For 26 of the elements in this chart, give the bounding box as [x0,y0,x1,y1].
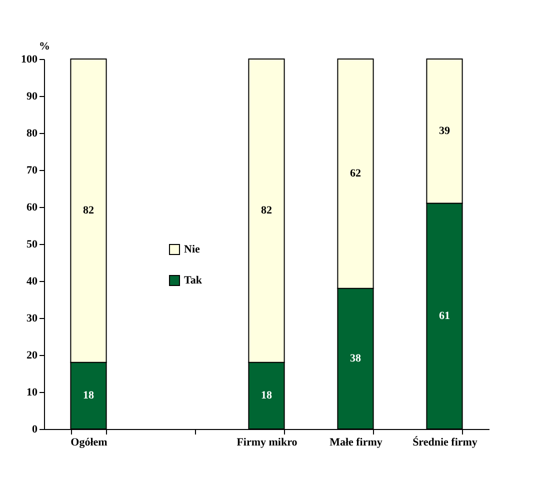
x-tick-label: Firmy mikro [236,436,298,448]
y-tick-label: 0 [32,424,38,436]
x-tick-label: Ogółem [70,436,108,448]
y-tick-label: 90 [26,90,38,102]
y-tick-label: 50 [26,238,38,250]
y-tick-label: 100 [21,54,38,66]
x-tick-label: Małe firmy [330,436,383,448]
data-label: 62 [350,168,362,180]
y-axis-title: % [39,40,50,52]
data-label: 61 [439,310,450,322]
data-label: 18 [83,390,94,402]
y-tick-label: 70 [26,164,38,176]
x-tick-label: Średnie firmy [412,436,478,448]
y-tick-label: 20 [26,350,38,362]
y-tick-label: 40 [26,276,38,288]
legend-label: Tak [184,274,203,286]
data-label: 18 [261,390,272,402]
legend-label: Nie [184,244,200,256]
y-tick-label: 30 [26,312,38,324]
y-tick-label: 60 [26,202,38,214]
data-label: 82 [261,204,272,217]
data-label: 38 [350,352,362,365]
y-tick-label: 10 [26,386,38,398]
data-label: 82 [83,204,94,217]
y-tick-label: 80 [26,128,38,140]
data-label: 39 [439,125,450,138]
